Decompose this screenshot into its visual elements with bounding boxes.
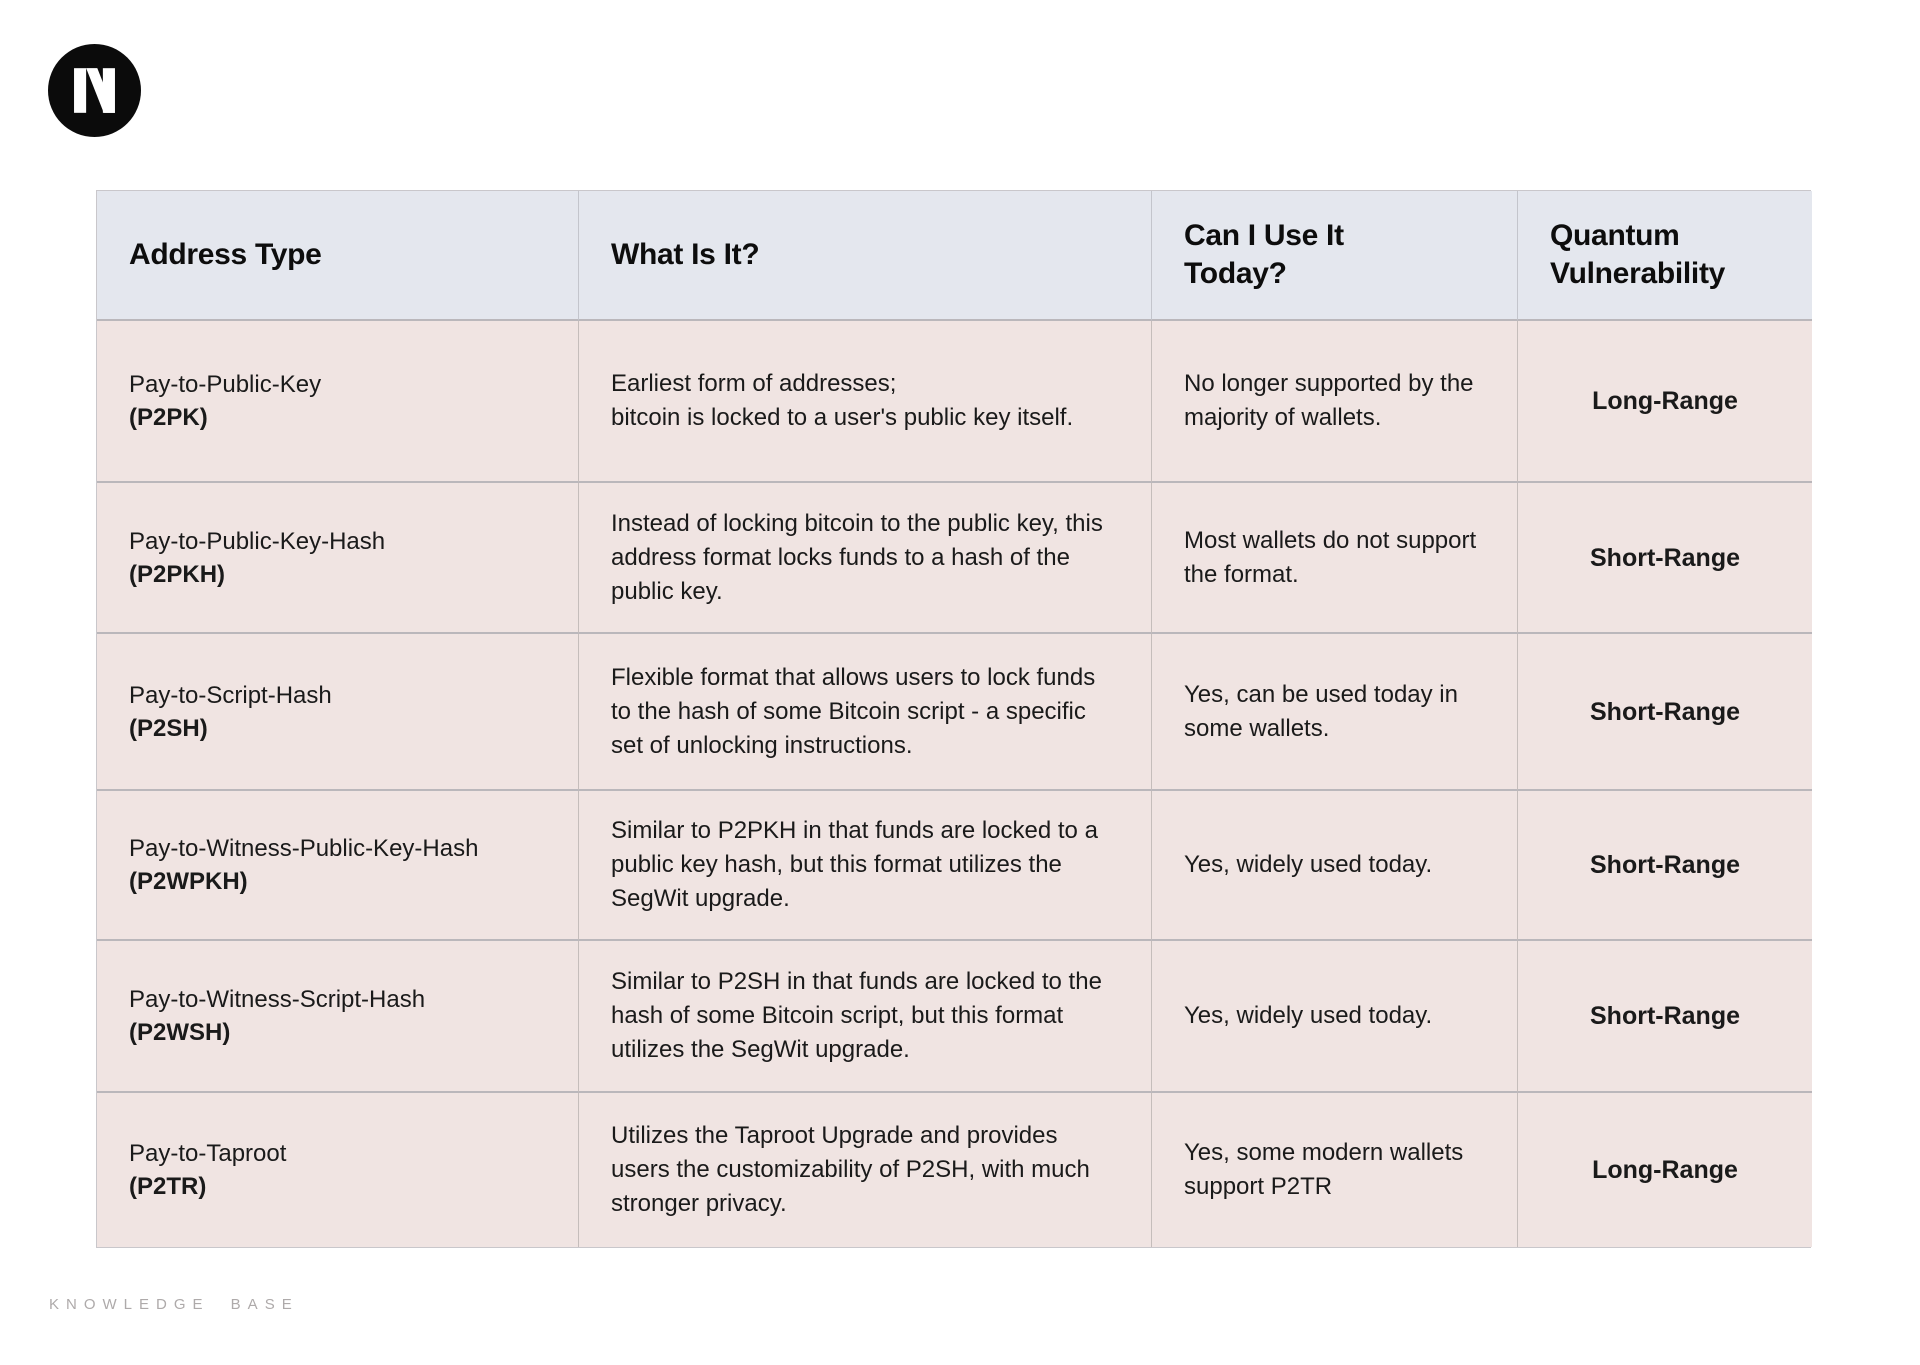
cell-quantum-vulnerability: Short-Range	[1518, 941, 1812, 1093]
vulnerability-text: Long-Range	[1592, 387, 1738, 415]
column-header-address-type: Address Type	[97, 191, 579, 321]
address-code: (P2SH)	[129, 714, 208, 742]
vulnerability-text: Long-Range	[1592, 1156, 1738, 1184]
address-code: (P2WPKH)	[129, 868, 248, 895]
column-header-what-is-it: What Is It?	[579, 191, 1152, 321]
cell-address-type: Pay-to-Public-Key (P2PK)	[97, 321, 579, 483]
cell-quantum-vulnerability: Short-Range	[1518, 483, 1812, 634]
what-is-it-text: Earliest form of addresses; bitcoin is l…	[611, 370, 1074, 431]
address-type-group: Pay-to-Script-Hash (P2SH)	[129, 679, 332, 745]
address-type-group: Pay-to-Witness-Public-Key-Hash (P2WPKH)	[129, 832, 478, 898]
vulnerability-text: Short-Range	[1590, 543, 1740, 572]
can-i-use-it-text: Yes, widely used today.	[1184, 851, 1433, 878]
vulnerability-text: Short-Range	[1590, 697, 1740, 726]
logo-n-icon	[48, 44, 141, 137]
what-is-it-text: Instead of locking bitcoin to the public…	[611, 509, 1103, 605]
knowledge-base-label: KNOWLEDGE BASE	[49, 1296, 299, 1313]
address-code: (P2PK)	[129, 404, 208, 431]
address-code: (P2TR)	[129, 1173, 207, 1200]
cell-quantum-vulnerability: Short-Range	[1518, 634, 1812, 791]
what-is-it-text: Flexible format that allows users to loc…	[611, 663, 1096, 759]
address-name: Pay-to-Witness-Public-Key-Hash	[129, 835, 479, 862]
brand-logo	[48, 44, 141, 137]
can-i-use-it-text: Yes, widely used today.	[1184, 1002, 1433, 1029]
vulnerability-text: Short-Range	[1590, 1002, 1740, 1030]
column-header-label: What Is It?	[611, 238, 760, 271]
column-header-quantum-vulnerability: Quantum Vulnerability	[1518, 191, 1812, 321]
cell-address-type: Pay-to-Taproot (P2TR)	[97, 1093, 579, 1247]
address-name: Pay-to-Script-Hash	[129, 681, 332, 709]
cell-address-type: Pay-to-Witness-Public-Key-Hash (P2WPKH)	[97, 791, 579, 941]
can-i-use-it-text: Yes, some modern wallets support P2TR	[1184, 1139, 1464, 1200]
cell-what-is-it: Similar to P2SH in that funds are locked…	[579, 941, 1152, 1093]
cell-address-type: Pay-to-Witness-Script-Hash (P2WSH)	[97, 941, 579, 1093]
cell-address-type: Pay-to-Public-Key-Hash (P2PKH)	[97, 483, 579, 634]
address-type-group: Pay-to-Taproot (P2TR)	[129, 1137, 286, 1203]
address-code: (P2WSH)	[129, 1019, 231, 1046]
what-is-it-text: Utilizes the Taproot Upgrade and provide…	[611, 1122, 1090, 1217]
cell-quantum-vulnerability: Long-Range	[1518, 1093, 1812, 1247]
address-type-group: Pay-to-Public-Key-Hash (P2PKH)	[129, 525, 385, 591]
address-name: Pay-to-Public-Key-Hash	[129, 527, 386, 555]
cell-can-i-use-it: Yes, some modern wallets support P2TR	[1152, 1093, 1518, 1247]
column-header-label: Address Type	[129, 238, 322, 271]
what-is-it-text: Similar to P2SH in that funds are locked…	[611, 968, 1102, 1063]
column-header-label: Quantum Vulnerability	[1550, 219, 1726, 290]
what-is-it-text: Similar to P2PKH in that funds are locke…	[611, 817, 1098, 912]
cell-can-i-use-it: Yes, can be used today in some wallets.	[1152, 634, 1518, 791]
address-name: Pay-to-Taproot	[129, 1140, 287, 1167]
address-type-group: Pay-to-Witness-Script-Hash (P2WSH)	[129, 983, 425, 1049]
column-header-can-i-use-it: Can I Use It Today?	[1152, 191, 1518, 321]
cell-quantum-vulnerability: Short-Range	[1518, 791, 1812, 941]
cell-what-is-it: Similar to P2PKH in that funds are locke…	[579, 791, 1152, 941]
address-type-group: Pay-to-Public-Key (P2PK)	[129, 368, 321, 434]
cell-can-i-use-it: Yes, widely used today.	[1152, 941, 1518, 1093]
address-name: Pay-to-Public-Key	[129, 371, 322, 398]
can-i-use-it-text: Most wallets do not support the format.	[1184, 526, 1477, 588]
cell-what-is-it: Utilizes the Taproot Upgrade and provide…	[579, 1093, 1152, 1247]
can-i-use-it-text: Yes, can be used today in some wallets.	[1184, 680, 1458, 742]
cell-quantum-vulnerability: Long-Range	[1518, 321, 1812, 483]
address-code: (P2PKH)	[129, 560, 226, 588]
address-name: Pay-to-Witness-Script-Hash	[129, 986, 426, 1013]
cell-address-type: Pay-to-Script-Hash (P2SH)	[97, 634, 579, 791]
can-i-use-it-text: No longer supported by the majority of w…	[1184, 370, 1474, 431]
cell-can-i-use-it: No longer supported by the majority of w…	[1152, 321, 1518, 483]
cell-what-is-it: Earliest form of addresses; bitcoin is l…	[579, 321, 1152, 483]
column-header-label: Can I Use It Today?	[1184, 219, 1344, 290]
cell-what-is-it: Instead of locking bitcoin to the public…	[579, 483, 1152, 634]
cell-can-i-use-it: Yes, widely used today.	[1152, 791, 1518, 941]
vulnerability-text: Short-Range	[1590, 851, 1740, 879]
cell-can-i-use-it: Most wallets do not support the format.	[1152, 483, 1518, 634]
cell-what-is-it: Flexible format that allows users to loc…	[579, 634, 1152, 791]
address-type-table: Address Type What Is It? Can I Use It To…	[96, 190, 1812, 1248]
